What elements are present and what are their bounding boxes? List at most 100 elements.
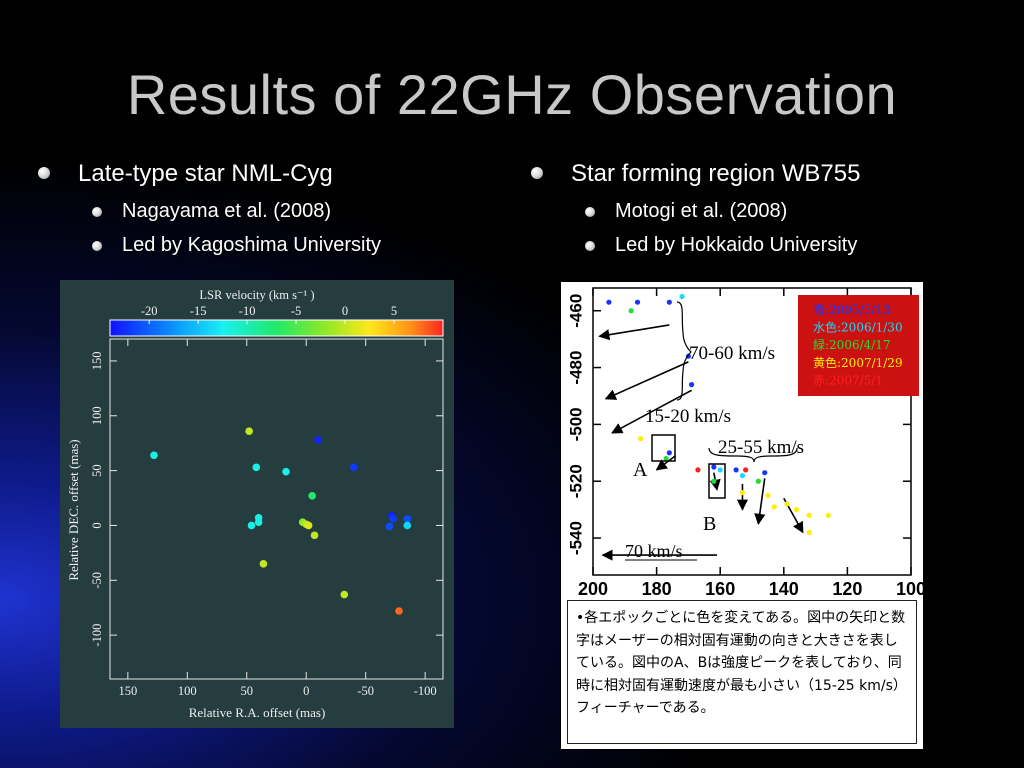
y-tick-label: 0 — [90, 522, 104, 528]
maser-spot — [679, 293, 685, 300]
y-tick-label: 100 — [90, 406, 104, 425]
sub-bullet-text: Led by Hokkaido University — [615, 234, 858, 256]
maser-spot — [688, 382, 695, 388]
maser-spot — [308, 492, 316, 500]
bullet-dot-icon — [92, 207, 102, 217]
maser-spot — [606, 299, 612, 305]
sub-bullet-text: Led by Kagoshima University — [122, 234, 382, 256]
right-column: Star forming region WB755 Motogi et al. … — [531, 158, 860, 258]
sub-bullet-reference: Motogi et al. (2008) — [531, 198, 860, 224]
maser-spot — [711, 464, 717, 470]
label-peak-a: A — [633, 459, 648, 481]
plot-frame — [592, 287, 912, 576]
maser-spot — [259, 560, 268, 568]
bullet-dot-icon — [585, 241, 595, 251]
brace-25-55 — [708, 447, 798, 463]
maser-spot — [638, 436, 644, 442]
sub-bullet-institution: Led by Kagoshima University — [38, 232, 381, 258]
maser-spot — [793, 507, 800, 513]
x-tick-label: 160 — [705, 579, 735, 599]
y-tick-label: -50 — [90, 572, 104, 589]
maser-spot — [663, 455, 669, 462]
caption-note: •各エポックごとに色を変えてある。図中の矢印と数字はメーザーの相対固有運動の向き… — [567, 600, 917, 744]
proper-motion-arrow — [655, 455, 677, 471]
maser-spot — [806, 512, 812, 518]
epoch-legend-entry: 黄色:2007/1/29 — [813, 356, 903, 370]
maser-spot — [634, 299, 641, 305]
epoch-legend-entry: 青:2005/5/13 — [813, 303, 891, 317]
x-tick-label: 100 — [178, 684, 197, 698]
maser-spot — [385, 522, 394, 531]
maser-spot — [350, 463, 358, 472]
left-column: Late-type star NML-Cyg Nagayama et al. (… — [38, 158, 381, 258]
sub-bullet-text: Motogi et al. (2008) — [615, 200, 788, 222]
bullet-nml-cyg: Late-type star NML-Cyg — [38, 158, 381, 190]
maser-spot — [755, 478, 761, 484]
x-tick-label: 150 — [118, 684, 137, 698]
sub-bullet-text: Nagayama et al. (2008) — [122, 200, 332, 222]
nml-cyg-plot: LSR velocity (km s⁻¹ ) -20 -15 -10 -5 0 5 150… — [66, 288, 444, 720]
maser-spot — [739, 489, 746, 496]
sub-bullet-reference: Nagayama et al. (2008) — [38, 198, 381, 224]
maser-spot — [245, 427, 253, 435]
bullet-dot-icon — [92, 241, 102, 251]
maser-spot — [765, 492, 771, 499]
bullet-dot-icon — [585, 207, 595, 217]
maser-spot — [403, 515, 412, 523]
velocity-colorbar — [109, 319, 444, 337]
y-axis-label: Relative DEC. offset (mas) — [66, 439, 81, 580]
maser-spot — [717, 467, 723, 473]
maser-spot — [695, 467, 701, 473]
maser-spot — [771, 504, 777, 510]
wb755-plot: 200 180 160 140 120 100 -460 -480 -500 -520 -540 7… — [566, 287, 925, 599]
box-b — [708, 463, 726, 499]
colorbar-tick-label: -5 — [291, 304, 301, 318]
y-tick-label: -480 — [566, 351, 585, 385]
epoch-legend-entry: 赤:2007/5/1 — [813, 373, 883, 387]
maser-spot — [403, 521, 412, 530]
maser-spot — [395, 607, 403, 615]
proper-motion-arrow — [598, 324, 670, 341]
proper-motion-arrow — [611, 389, 692, 434]
x-tick-label: 0 — [303, 684, 309, 698]
maser-spot — [628, 308, 634, 314]
sub-bullet-institution: Led by Hokkaido University — [531, 232, 860, 258]
maser-spot — [739, 472, 746, 479]
bullet-wb755: Star forming region WB755 — [531, 158, 860, 190]
x-tick-label: -100 — [414, 684, 437, 698]
x-tick-label: 200 — [578, 579, 608, 599]
x-tick-label: 100 — [896, 579, 925, 599]
maser-spot — [666, 450, 672, 456]
x-tick-label: -50 — [357, 684, 374, 698]
x-tick-label: 50 — [241, 684, 254, 698]
maser-spot — [150, 451, 158, 460]
colorbar-title: LSR velocity (km s⁻¹ ) — [199, 288, 314, 302]
bullet-dot-icon — [531, 167, 543, 179]
label-15-20-kms: 15-20 km/s — [645, 406, 731, 427]
maser-spot — [247, 521, 256, 530]
proper-motion-arrow — [754, 478, 766, 525]
x-tick-label: 140 — [769, 579, 799, 599]
label-70-60-kms: 70-60 km/s — [689, 343, 775, 364]
x-tick-label: 180 — [642, 579, 672, 599]
plot-frame — [109, 338, 444, 680]
epoch-legend-box — [798, 295, 919, 396]
label-70-kms-scale: 70 km/s — [625, 541, 683, 561]
y-tick-label: -460 — [566, 294, 585, 328]
epoch-legend-entry: 水色:2006/1/30 — [813, 321, 903, 335]
bullet-dot-icon — [38, 167, 50, 179]
maser-spot — [711, 478, 717, 484]
maser-spot — [762, 470, 768, 476]
proper-motion-arrow — [604, 361, 689, 400]
maser-spot — [784, 501, 790, 507]
slide-title: Results of 22GHz Observation — [126, 63, 898, 126]
colorbar-tick-label: -20 — [141, 304, 158, 318]
wb755-proper-motion-figure: 200 180 160 140 120 100 -460 -480 -500 -520 -540 7… — [560, 281, 925, 750]
colorbar-tick-label: -15 — [190, 304, 207, 318]
maser-spot — [806, 529, 812, 535]
maser-spot — [666, 299, 672, 305]
label-25-55-kms: 25-55 km/s — [718, 437, 804, 458]
colorbar-tick-label: 5 — [391, 304, 397, 318]
bullet-text: Star forming region WB755 — [571, 160, 861, 187]
maser-spot — [254, 518, 263, 526]
